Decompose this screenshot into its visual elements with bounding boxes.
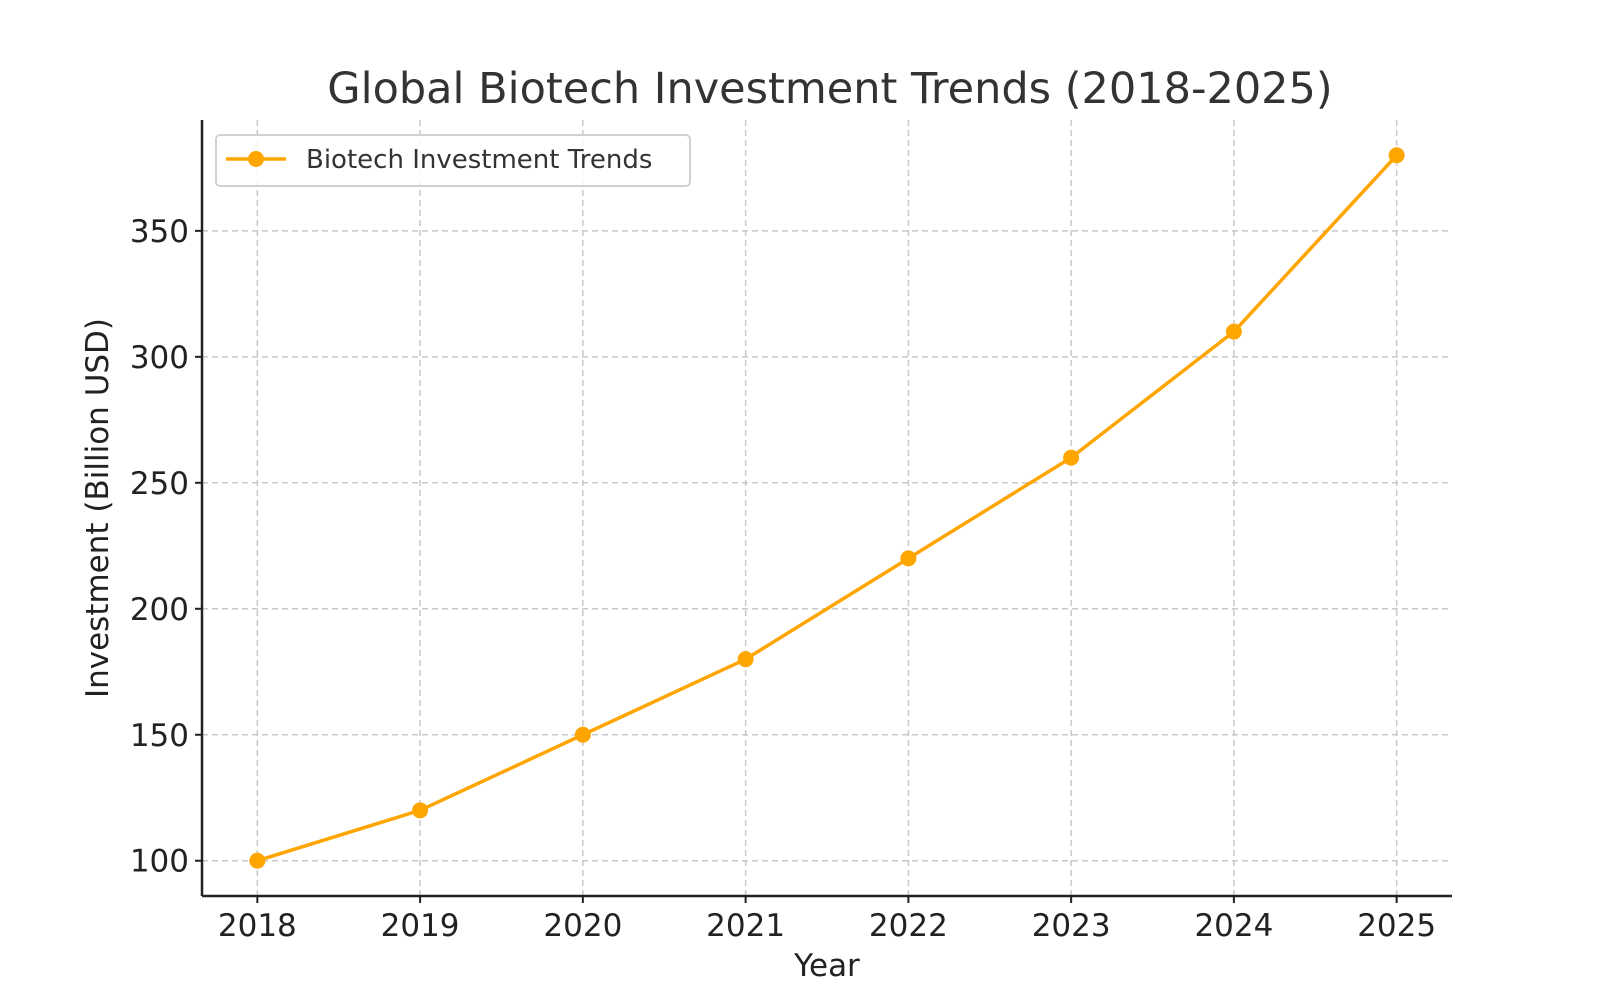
data-point bbox=[574, 726, 591, 743]
x-axis-ticks: 2018 2019 2020 2021 2022 2023 2024 2025 bbox=[218, 896, 1436, 944]
x-tick-label: 2019 bbox=[381, 908, 460, 944]
legend-marker-sample bbox=[248, 151, 264, 167]
x-axis-label: Year bbox=[793, 948, 860, 984]
grid-lines bbox=[202, 120, 1452, 896]
data-point bbox=[1063, 449, 1080, 466]
y-tick-label: 150 bbox=[130, 718, 189, 754]
data-point bbox=[1388, 147, 1405, 164]
x-tick-label: 2021 bbox=[706, 908, 785, 944]
x-tick-label: 2022 bbox=[869, 908, 948, 944]
y-axis-ticks: 100 150 200 250 300 350 bbox=[130, 214, 202, 880]
data-point bbox=[1225, 323, 1242, 340]
y-axis-label: Investment (Billion USD) bbox=[80, 318, 116, 698]
data-point bbox=[737, 651, 754, 668]
legend-entry-label: Biotech Investment Trends bbox=[306, 145, 652, 175]
y-tick-label: 350 bbox=[130, 214, 189, 250]
data-point bbox=[900, 550, 917, 567]
series-line bbox=[255, 153, 1399, 863]
legend: Biotech Investment Trends bbox=[215, 134, 691, 187]
y-tick-label: 250 bbox=[130, 466, 189, 502]
y-tick-label: 300 bbox=[130, 340, 189, 376]
chart-title: Global Biotech Investment Trends (2018-2… bbox=[327, 64, 1332, 114]
x-tick-label: 2023 bbox=[1032, 908, 1111, 944]
legend-box bbox=[215, 134, 691, 187]
x-tick-label: 2024 bbox=[1194, 908, 1273, 944]
x-tick-label: 2020 bbox=[543, 908, 622, 944]
data-point bbox=[249, 852, 266, 869]
x-tick-label: 2025 bbox=[1357, 908, 1436, 944]
y-tick-label: 200 bbox=[130, 592, 189, 628]
axes bbox=[200, 120, 1452, 898]
series-layer bbox=[249, 147, 1405, 869]
x-tick-label: 2018 bbox=[218, 908, 297, 944]
y-tick-label: 100 bbox=[130, 844, 189, 880]
data-point bbox=[412, 802, 429, 819]
